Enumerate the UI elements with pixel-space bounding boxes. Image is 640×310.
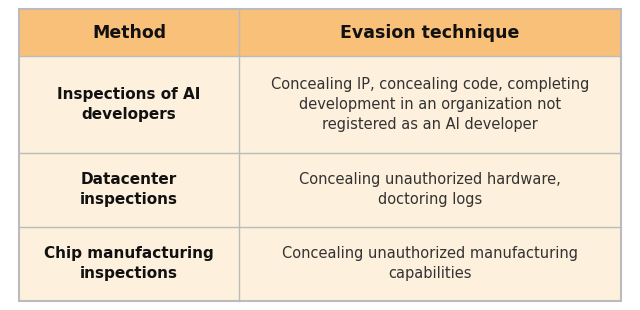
Text: Concealing IP, concealing code, completing
development in an organization not
re: Concealing IP, concealing code, completi… bbox=[271, 77, 589, 132]
Bar bbox=[19, 227, 621, 301]
Bar bbox=[19, 56, 621, 153]
Text: Concealing unauthorized hardware,
doctoring logs: Concealing unauthorized hardware, doctor… bbox=[299, 172, 561, 207]
Text: Concealing unauthorized manufacturing
capabilities: Concealing unauthorized manufacturing ca… bbox=[282, 246, 578, 281]
Bar bbox=[19, 153, 621, 227]
Text: Method: Method bbox=[92, 24, 166, 42]
Text: Datacenter
inspections: Datacenter inspections bbox=[80, 172, 178, 207]
Text: Inspections of AI
developers: Inspections of AI developers bbox=[58, 87, 201, 122]
Bar bbox=[19, 9, 621, 56]
Text: Chip manufacturing
inspections: Chip manufacturing inspections bbox=[44, 246, 214, 281]
Text: Evasion technique: Evasion technique bbox=[340, 24, 520, 42]
